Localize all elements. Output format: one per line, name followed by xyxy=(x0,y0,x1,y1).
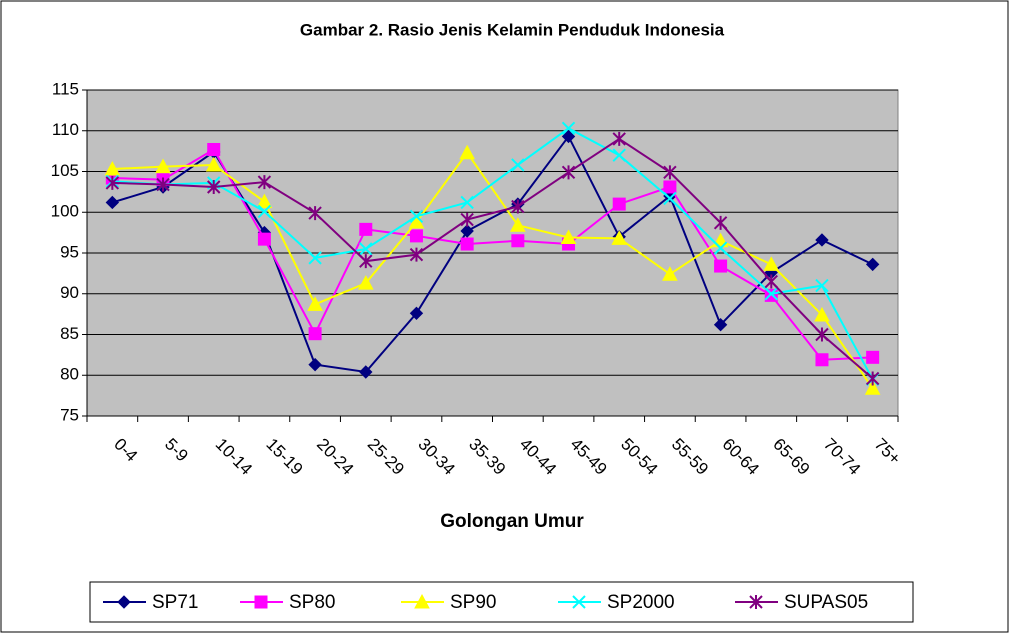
y-tick-label: 105 xyxy=(51,161,79,180)
data-point xyxy=(459,144,475,160)
data-point xyxy=(257,204,272,219)
data-point xyxy=(307,296,323,311)
legend-label: SP71 xyxy=(152,592,198,613)
y-tick-label: 80 xyxy=(60,365,79,384)
data-point xyxy=(663,191,677,206)
data-point xyxy=(511,158,525,172)
data-point xyxy=(256,193,273,209)
series-line xyxy=(112,148,873,361)
data-point xyxy=(359,222,373,236)
chart-title: Gambar 2. Rasio Jenis Kelamin Penduduk I… xyxy=(300,20,725,39)
data-point xyxy=(764,287,778,301)
data-point xyxy=(207,179,221,194)
data-point xyxy=(815,233,829,247)
series-line xyxy=(112,137,874,380)
data-point xyxy=(357,275,374,290)
data-point xyxy=(257,232,271,246)
y-tick-label: 90 xyxy=(60,283,79,302)
data-point xyxy=(511,199,525,214)
data-point xyxy=(713,241,728,255)
legend-marker xyxy=(572,595,586,609)
legend-marker xyxy=(117,595,131,609)
data-point xyxy=(308,206,322,221)
legend-label: SUPAS05 xyxy=(784,592,868,613)
legend-marker xyxy=(254,595,268,609)
data-point xyxy=(156,177,170,192)
data-point xyxy=(815,353,829,367)
data-point xyxy=(105,175,120,190)
legend-label: SP80 xyxy=(289,592,335,613)
data-point xyxy=(612,148,626,162)
legend-label: SP2000 xyxy=(607,592,675,613)
data-point xyxy=(359,365,373,379)
data-point xyxy=(612,197,626,211)
x-axis-title: Golongan Umur xyxy=(440,511,584,532)
data-point xyxy=(308,251,322,265)
data-point xyxy=(510,217,526,232)
y-tick-label: 95 xyxy=(60,242,79,261)
y-tick-label: 110 xyxy=(52,120,79,139)
data-point xyxy=(865,257,880,272)
data-point xyxy=(460,195,474,210)
data-point xyxy=(409,306,424,321)
y-tick-label: 100 xyxy=(51,202,79,221)
data-point xyxy=(713,318,728,332)
data-point xyxy=(257,175,272,190)
series-line xyxy=(112,134,874,374)
data-point xyxy=(207,142,221,156)
data-point xyxy=(460,237,474,251)
data-point xyxy=(460,212,474,227)
data-point xyxy=(561,121,576,136)
legend-marker xyxy=(414,593,430,609)
y-tick-label: 85 xyxy=(60,324,79,343)
data-point xyxy=(105,195,120,210)
data-point xyxy=(866,350,880,364)
data-point xyxy=(814,306,830,322)
data-point xyxy=(864,380,881,395)
data-point xyxy=(359,242,373,256)
data-point xyxy=(611,230,628,245)
data-point xyxy=(662,266,678,281)
data-point xyxy=(663,165,677,180)
data-point xyxy=(713,215,728,230)
data-point xyxy=(409,229,423,243)
data-point xyxy=(815,278,829,293)
data-point xyxy=(560,229,577,245)
data-point xyxy=(104,161,121,176)
legend-marker xyxy=(749,595,763,609)
data-point xyxy=(359,254,373,269)
legend-label: SP90 xyxy=(450,592,496,613)
data-point xyxy=(663,180,677,194)
data-point xyxy=(308,327,322,341)
data-point xyxy=(764,274,778,289)
data-point xyxy=(409,209,424,224)
data-point xyxy=(511,234,525,248)
y-tick-label: 115 xyxy=(52,79,79,98)
data-point xyxy=(714,259,728,273)
series-line xyxy=(112,127,874,380)
data-point xyxy=(205,156,222,172)
data-point xyxy=(561,129,576,144)
data-point xyxy=(409,247,424,262)
y-tick-label: 75 xyxy=(60,405,79,424)
data-point xyxy=(612,131,626,146)
data-point xyxy=(308,357,322,372)
data-point xyxy=(865,371,880,386)
data-point xyxy=(815,327,829,342)
data-point xyxy=(561,165,576,180)
data-point xyxy=(155,158,171,174)
data-point xyxy=(460,224,474,238)
data-point xyxy=(408,213,425,229)
data-point xyxy=(763,256,780,271)
